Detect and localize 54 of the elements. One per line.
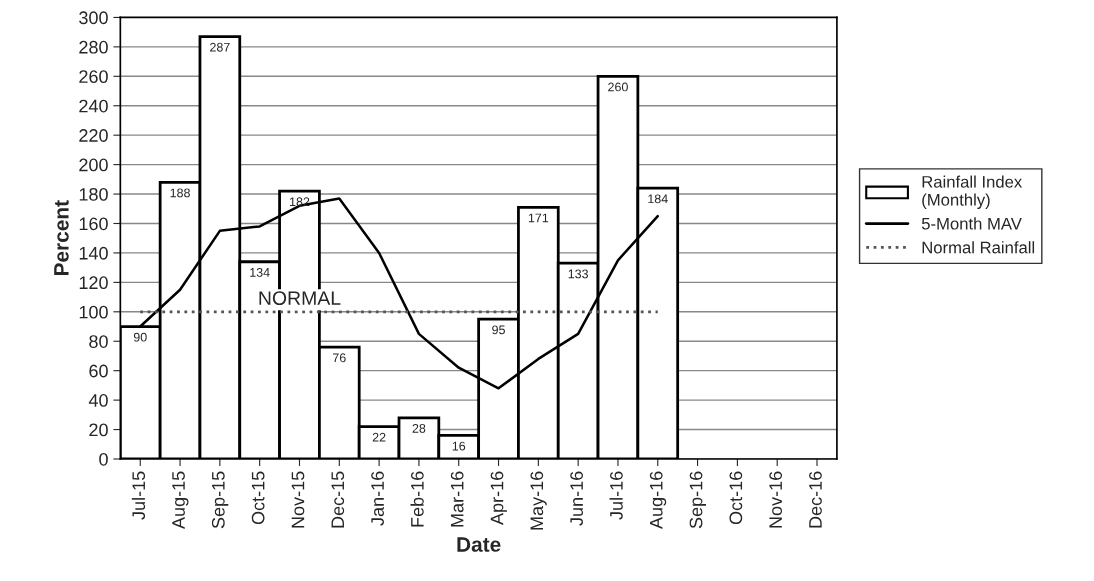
y-tick-label: 200 [79, 158, 108, 172]
y-tick-label: 80 [89, 335, 108, 348]
legend-label: Normal Rainfall [922, 241, 1035, 254]
x-tick-label: Apr-16 [490, 471, 507, 525]
data-label: 90 [133, 332, 147, 342]
data-label: 134 [250, 267, 270, 277]
x-tick-label: Oct-16 [729, 471, 743, 525]
y-tick-label: 240 [79, 99, 108, 113]
y-tick-label: 20 [89, 423, 108, 437]
data-label: 188 [170, 188, 190, 198]
x-tick-label: Dec-16 [809, 471, 822, 528]
data-label: 76 [332, 353, 346, 363]
data-label: 95 [492, 325, 505, 335]
x-tick-label: Oct-15 [251, 471, 265, 525]
legend-label: 5-Month MAV [921, 217, 1022, 230]
data-label: 22 [372, 432, 386, 442]
y-tick-label: 100 [79, 305, 108, 319]
x-tick-label: Jun-16 [570, 471, 583, 526]
x-tick-label: Sep-15 [211, 471, 229, 529]
x-axis-title: Date [457, 537, 501, 552]
data-label: 28 [412, 424, 426, 433]
data-label: 184 [648, 194, 668, 204]
x-tick-label: Aug-16 [649, 471, 667, 529]
data-label: 287 [210, 42, 230, 52]
y-tick-label: 160 [79, 217, 108, 231]
x-tick-label: Jul-15 [131, 471, 146, 520]
data-label: 16 [452, 441, 466, 451]
y-tick-label: 300 [79, 11, 108, 25]
x-tick-label: Nov-16 [769, 471, 783, 528]
x-tick-label: Sep-16 [689, 471, 706, 529]
data-label: 133 [568, 269, 589, 279]
x-tick-label: Nov-15 [291, 471, 305, 528]
y-tick-label: 60 [89, 364, 108, 378]
y-tick-label: 0 [99, 452, 108, 466]
x-tick-label: Mar-16 [450, 471, 464, 527]
x-tick-label: Dec-15 [331, 471, 345, 528]
x-tick-label: Jan-16 [371, 471, 384, 526]
y-tick-label: 220 [79, 129, 108, 142]
data-label: 182 [290, 197, 310, 207]
data-label: 260 [608, 82, 628, 92]
y-tick-label: 140 [79, 246, 108, 260]
x-tick-label: Feb-16 [410, 471, 424, 527]
x-tick-label: May-16 [530, 471, 547, 530]
x-tick-label: Aug-15 [172, 471, 189, 529]
y-tick-label: 280 [79, 40, 108, 54]
y-axis-title: Percent [54, 200, 69, 276]
y-tick-label: 120 [79, 276, 108, 290]
annotation: NORMAL [259, 291, 341, 306]
data-label: 171 [528, 213, 549, 223]
y-tick-label: 40 [88, 394, 108, 407]
y-tick-label: 260 [79, 70, 108, 84]
y-tick-label: 180 [79, 187, 108, 201]
legend-label: Rainfall Index (Monthly) [922, 175, 1023, 210]
x-tick-label: Jul-16 [609, 471, 623, 520]
